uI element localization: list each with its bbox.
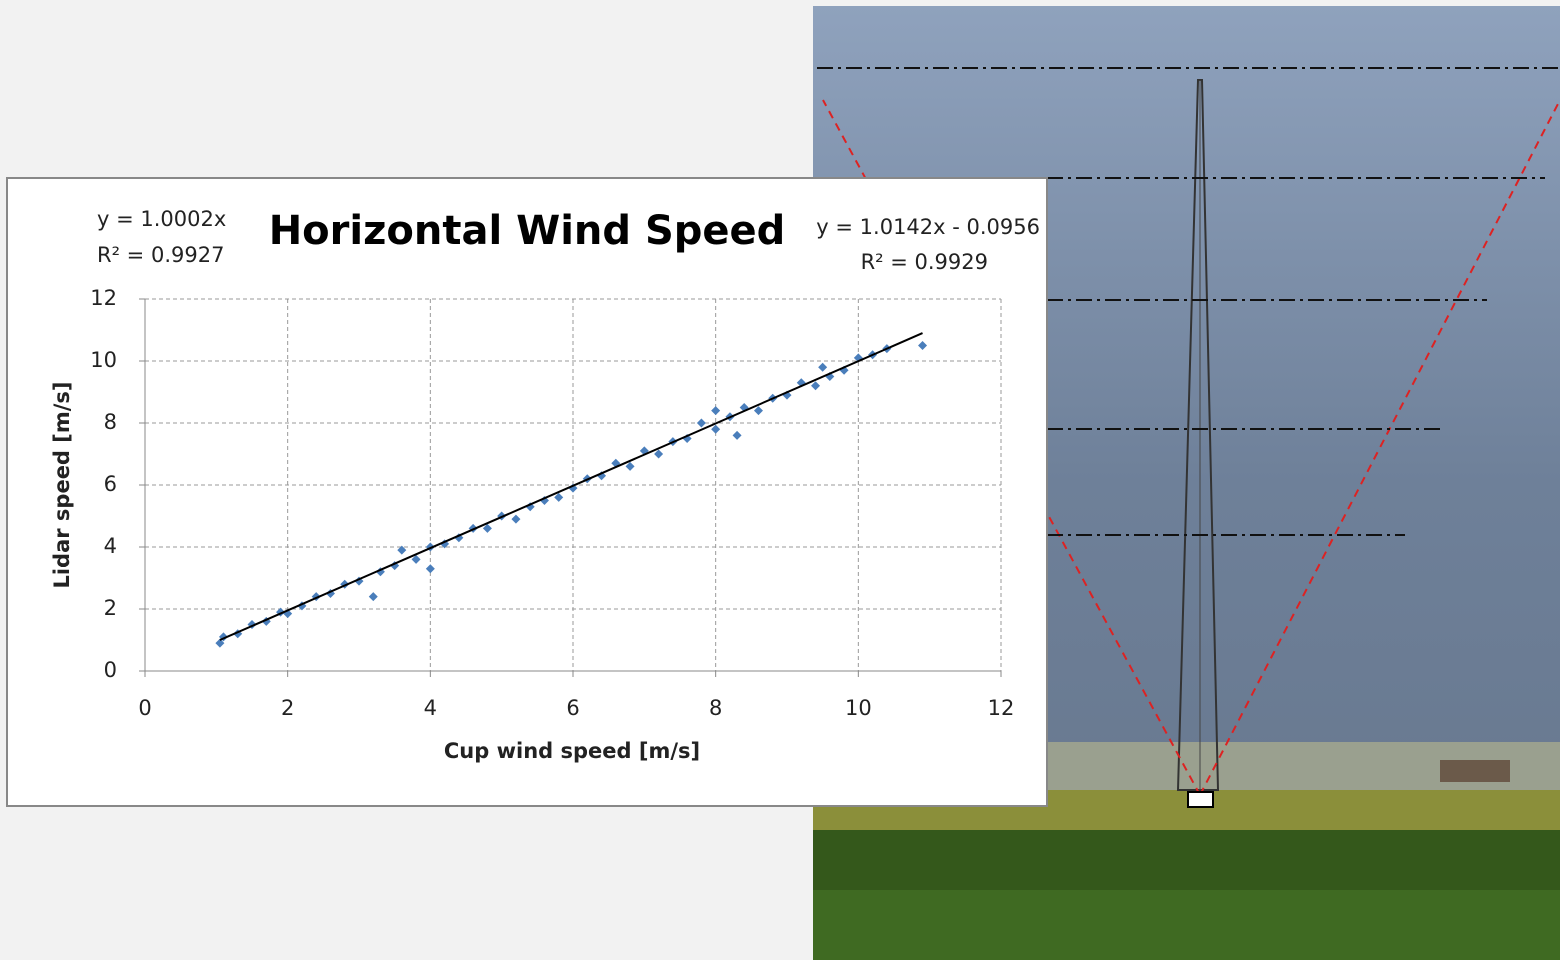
y-tick-label: 4: [104, 534, 117, 558]
y-tick-label: 8: [104, 410, 117, 434]
y-tick-label: 12: [90, 286, 117, 310]
y-tick-label: 6: [104, 472, 117, 496]
y-tick-label: 2: [104, 596, 117, 620]
annotation: y = 1.0142x - 0.0956: [816, 215, 1040, 239]
lidar-box: [1188, 792, 1213, 807]
x-tick-label: 6: [566, 696, 579, 720]
x-tick-label: 2: [281, 696, 294, 720]
y-axis-label: Lidar speed [m/s]: [50, 381, 74, 588]
page: Horizontal Wind Speed y = 1.0002x R² = 0…: [0, 0, 1560, 960]
screen: Horizontal Wind Speed y = 1.0002x R² = 0…: [0, 0, 1560, 960]
chart-title: Horizontal Wind Speed: [269, 208, 786, 254]
x-tick-label: 10: [845, 696, 872, 720]
y-tick-label: 0: [104, 658, 117, 682]
y-tick-label: 10: [90, 348, 117, 372]
field-shadow: [813, 830, 1560, 890]
x-tick-label: 12: [988, 696, 1015, 720]
x-axis-label: Cup wind speed [m/s]: [444, 739, 700, 763]
annotation: R² = 0.9929: [861, 250, 988, 274]
x-tick-label: 4: [424, 696, 437, 720]
house: [1440, 760, 1510, 782]
annotation: y = 1.0002x: [97, 207, 226, 231]
annotation: R² = 0.9927: [97, 243, 224, 267]
x-tick-label: 0: [138, 696, 151, 720]
x-tick-label: 8: [709, 696, 722, 720]
